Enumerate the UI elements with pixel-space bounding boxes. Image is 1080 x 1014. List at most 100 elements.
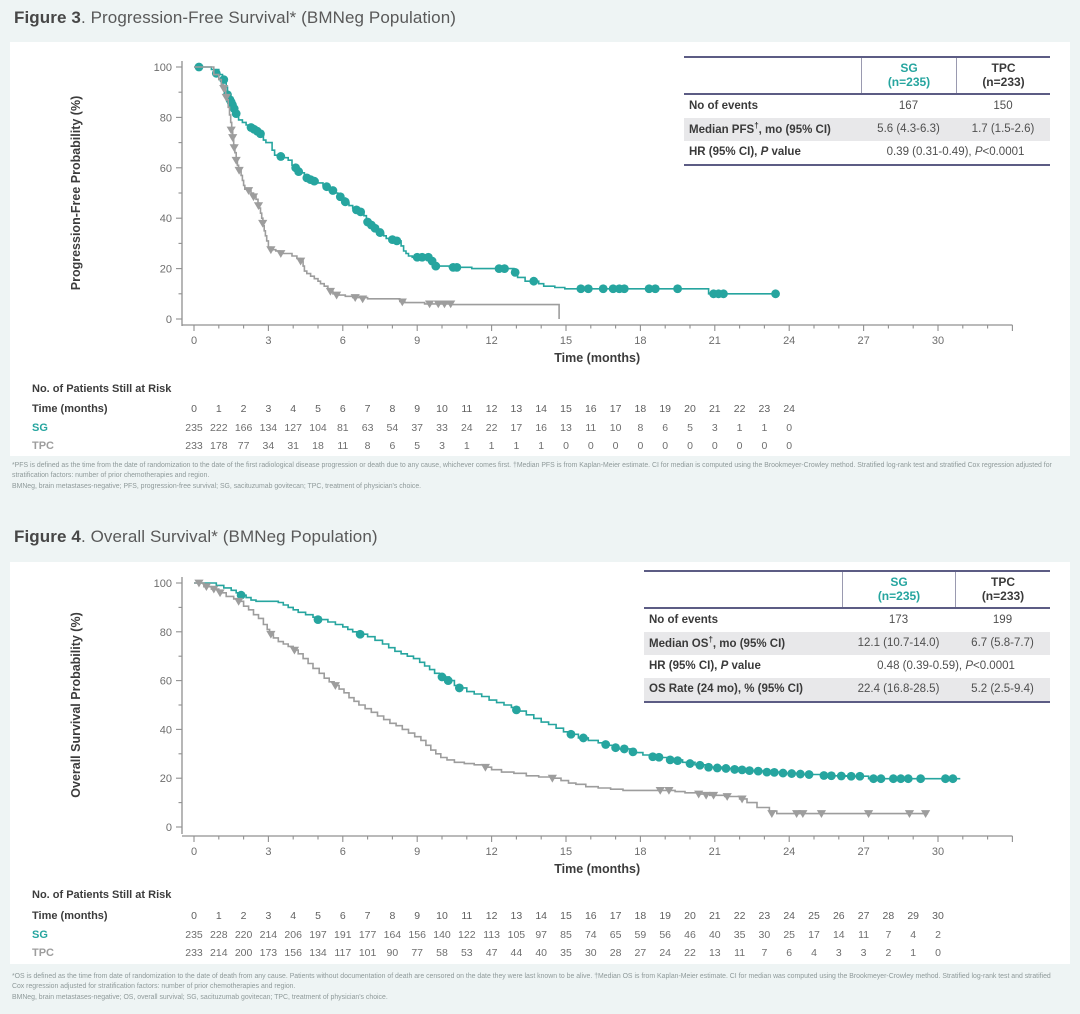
at-risk-time-value: 5 [315,403,321,415]
at-risk-sg-value: 164 [384,929,402,941]
at-risk-sg-value: 22 [486,422,498,434]
at-risk-tpc-value: 5 [414,440,420,452]
at-risk-tpc-value: 134 [309,947,327,959]
censor-mark-tpc [664,787,674,795]
censor-mark-tpc [446,300,456,309]
censor-mark-tpc [425,300,435,309]
figure3-footnote-abbreviations: BMNeg, brain metastases-negative; PFS, p… [12,482,422,490]
at-risk-time-value: 15 [560,403,572,415]
censor-mark-sg [876,774,886,784]
censor-mark-tpc [722,793,732,801]
at-risk-tpc-value: 156 [284,947,302,959]
at-risk-tpc-value: 11 [337,440,348,452]
censor-mark-tpc [266,246,276,255]
at-risk-time-value: 24 [783,403,795,415]
at-risk-tpc-value: 31 [287,440,299,452]
censor-mark-tpc [296,257,306,266]
at-risk-time-value: 6 [340,403,346,415]
fig3-median-tpc: 1.7 (1.5-2.6) [971,122,1035,135]
y-axis-title: Overall Survival Probability (%) [69,612,83,797]
censor-mark-sg [356,207,366,217]
at-risk-sg-value: 17 [511,422,523,434]
fig3-row-events: No of events 167 150 [684,95,1050,118]
censor-mark-tpc [243,187,254,195]
at-risk-time-value: 1 [216,403,222,415]
y-tick-label: 20 [160,264,172,276]
censor-mark-sg [309,176,319,186]
censor-mark-tpc [219,85,229,93]
at-risk-sg-value: 33 [436,422,448,434]
fig4-header-tpc: TPC (n=233) [955,572,1050,607]
censor-mark-sg [236,590,246,600]
figure4-footnote-definitions: *OS is defined as the time from date of … [12,973,1051,991]
censor-mark-tpc [397,298,407,307]
at-risk-time-value: 7 [365,910,371,922]
at-risk-time-value: 2 [241,403,247,415]
at-risk-sg-value: 37 [411,422,423,434]
at-risk-sg-value: 3 [712,422,718,434]
censor-mark-tpc [694,790,704,799]
censor-mark-tpc [221,93,231,102]
at-risk-tpc-value: 7 [761,947,767,959]
at-risk-time-value: 13 [511,403,523,415]
at-risk-time-value: 2 [241,910,247,922]
at-risk-time-value: 10 [436,403,448,415]
censor-mark-tpc [194,579,204,588]
at-risk-sg-value: 134 [260,422,278,434]
at-risk-sg-value: 206 [284,929,302,941]
fig3-header-sg: SG (n=235) [861,58,956,93]
at-risk-sg-value: 113 [483,929,500,941]
censor-mark-sg [888,774,898,784]
at-risk-sg-label: SG [32,929,48,941]
censor-mark-sg [313,615,323,624]
censor-mark-tpc [289,646,300,655]
at-risk-time-value: 4 [290,910,296,922]
x-tick-label: 30 [932,846,944,858]
at-risk-sg-value: 2 [935,929,941,941]
fig3-summary-table: SG (n=235) TPC (n=233) No of events 167 … [684,56,1050,166]
at-risk-tpc-value: 1 [910,947,916,959]
at-risk-tpc-value: 0 [588,440,594,452]
at-risk-tpc-value: 13 [709,947,721,959]
y-tick-label: 0 [166,314,172,326]
at-risk-sg-value: 11 [858,929,869,941]
censor-mark-sg [753,766,763,776]
x-tick-label: 9 [414,335,420,347]
censor-mark-sg [787,769,797,778]
figure4-footnote: *OS is defined as the time from date of … [12,972,1064,1003]
fig3-header-tpc-name: TPC [991,60,1016,75]
censor-mark-tpc [701,791,711,800]
censor-mark-sg [819,771,829,780]
fig4-median-tpc: 6.7 (5.8-7.7) [971,636,1034,649]
at-risk-tpc-value: 0 [935,947,941,959]
x-tick-label: 6 [340,846,346,858]
at-risk-sg-value: 0 [786,422,792,434]
y-tick-label: 100 [154,578,172,590]
censor-mark-sg [500,264,509,273]
at-risk-tpc-value: 0 [563,440,569,452]
censor-mark-sg [778,768,788,778]
fig4-hr-value: 0.48 (0.39-0.59), P<0.0001 [877,659,1015,672]
x-tick-label: 24 [783,846,795,858]
censor-mark-tpc [248,193,259,202]
censor-mark-tpc [215,589,225,598]
at-risk-tpc-value: 47 [486,947,498,959]
at-risk-tpc-value: 101 [359,947,377,959]
fig3-row-hr: HR (95% CI), P value 0.39 (0.31-0.49), P… [684,141,1050,164]
at-risk-tpc-value: 0 [712,440,718,452]
censor-mark-sg [948,774,958,784]
fig4-median-label: Median OS†, mo (95% CI) [649,635,786,651]
censor-mark-sg [685,759,695,768]
censor-mark-tpc [276,250,286,258]
at-risk-sg-value: 127 [284,422,302,434]
at-risk-tpc-value: 1 [464,440,470,452]
at-risk-time-value: 21 [709,910,721,922]
censor-mark-tpc [816,810,827,818]
at-risk-time-value: 20 [684,403,696,415]
censor-mark-tpc [358,295,368,304]
at-risk-sg-value: 191 [334,929,352,941]
x-tick-label: 18 [634,846,646,858]
censor-mark-sg [719,289,728,299]
censor-mark-sg [454,683,464,693]
at-risk-sg-value: 228 [210,929,228,941]
